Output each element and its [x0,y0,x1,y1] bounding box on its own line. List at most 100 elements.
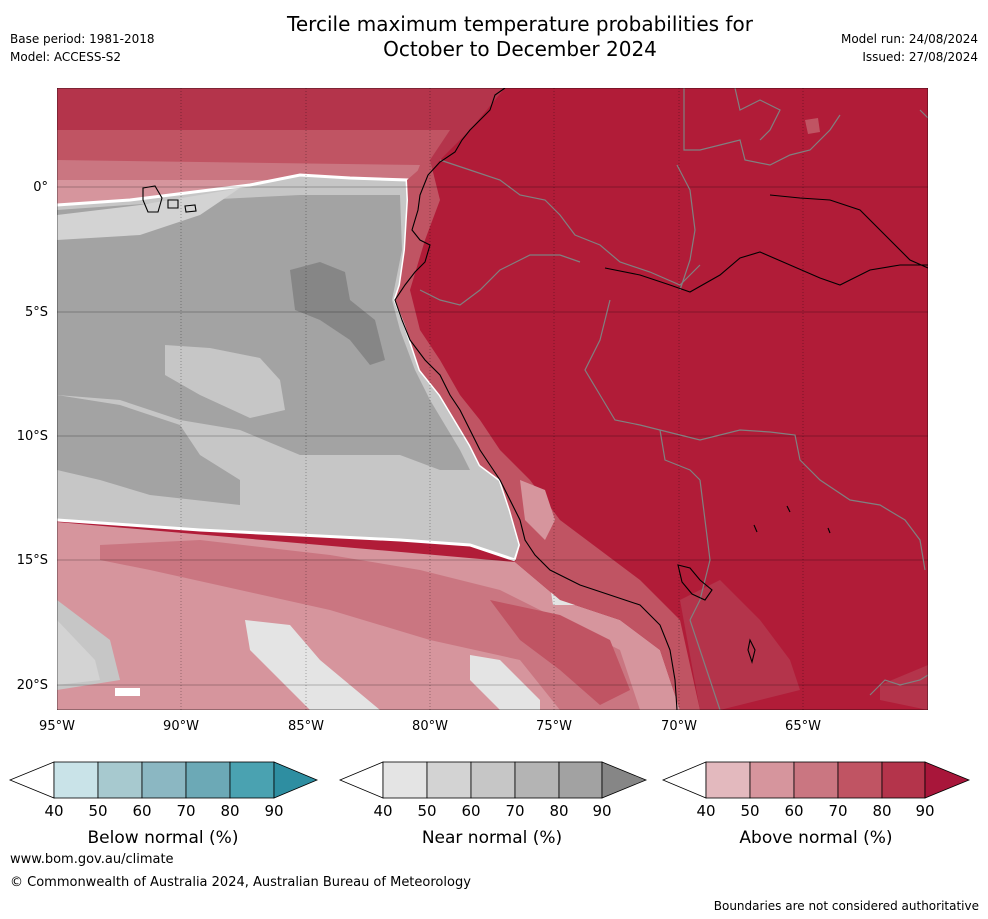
lon-label-80w: 80°W [412,719,448,734]
lat-label-5s: 5°S [25,305,48,320]
ocean-near-normal-light-patch [165,345,285,418]
site-url-text: www.bom.gov.au/climate [10,852,174,867]
national-borders [419,88,928,710]
legend-below-swatch-70-80 [185,761,231,799]
legend-below-tick-80: 80 [220,802,239,820]
legend-above-swatch-40-50 [705,761,751,799]
legend-below-tick-60: 60 [132,802,151,820]
issued-text: Issued: 27/08/2024 [862,50,978,64]
south-ocean-near-normal-west-inner [57,620,100,685]
legend-below-tick-90: 90 [264,802,283,820]
legend-below-swatch-50-60 [97,761,143,799]
legend-near-tick-70: 70 [505,802,524,820]
meta-right: Model run: 24/08/2024 Issued: 27/08/2024 [841,30,978,66]
meta-left: Base period: 1981-2018 Model: ACCESS-S2 [10,30,155,66]
legend-near-max-arrow [601,761,648,799]
galapagos-santa-cruz [167,199,179,209]
lat-label-10s: 10°S [17,429,48,444]
legend-near-swatch-80-90 [558,761,603,799]
legend-near-tick-90: 90 [592,802,611,820]
legend-above-tick-70: 70 [828,802,847,820]
legend-above-tick-40: 40 [696,802,715,820]
border-ecuador-peru [419,254,581,306]
lon-label-90w: 90°W [163,719,199,734]
legend-above-swatch-50-60 [749,761,795,799]
model-text: Model: ACCESS-S2 [10,50,122,64]
border-venezuela-brazil [683,88,841,166]
border-chile-bolivia [689,619,721,710]
legend-below-swatch-80-90 [229,761,275,799]
land-patch-north [805,118,820,134]
legend-below-normal: 40 50 60 70 80 90 Below normal (%) [8,761,319,848]
legend-near-title: Near normal (%) [422,828,562,848]
border-ecuador-colombia-peru [439,159,701,286]
legend-below-tick-70: 70 [176,802,195,820]
bolivia-lake-2 [786,505,791,513]
legend-near-tick-60: 60 [461,802,480,820]
ocean-near-normal-mid-south [57,395,240,505]
south-ocean-above-70 [490,600,630,705]
land-patch-southeast [880,665,928,710]
legend-below-tick-50: 50 [88,802,107,820]
lake-titicaca [677,564,713,601]
legend-below-title: Below normal (%) [88,828,239,848]
legend-above-swatch-60-70 [793,761,839,799]
base-period-text: Base period: 1981-2018 [10,32,155,46]
legend-below-swatch-40-50 [53,761,99,799]
galapagos-isabela [142,185,163,213]
legend-near-swatch-40-50 [382,761,428,799]
legend-near-min-arrow [338,761,384,799]
legend-above-normal: 40 50 60 70 80 90 Above normal (%) [661,761,971,848]
legend-near-tick-40: 40 [373,802,392,820]
legend-near-swatch-50-60 [426,761,472,799]
border-guyana [734,88,781,141]
coastlines [142,88,928,710]
south-ocean-above-60 [100,540,640,710]
pacific-coastline [394,88,678,710]
legend-above-tick-80: 80 [872,802,891,820]
legend-above-min-arrow [661,761,707,799]
legend-above-tick-90: 90 [915,802,934,820]
amazon-river [604,251,928,293]
lon-label-75w: 75°W [536,719,572,734]
legend-near-swatch-70-80 [514,761,560,799]
legend-near-tick-80: 80 [549,802,568,820]
title-line-2: October to December 2024 [383,37,657,61]
border-east-edge [919,109,928,119]
bolivia-lake-3 [827,527,831,534]
map-panel [57,88,928,710]
title-line-1: Tercile maximum temperature probabilitie… [287,12,753,36]
border-peru-brazil [584,299,701,481]
border-colombia-brazil [676,164,696,291]
south-ocean-near-normal-mid [245,620,380,710]
border-bolivia-brazil [659,429,926,571]
lake-poopo [747,638,756,664]
legend-above-max-arrow [924,761,971,799]
ocean-near-normal-north-edge [57,188,240,240]
lon-label-85w: 85°W [288,719,324,734]
south-ocean-near-normal-east [470,655,540,710]
copyright-text: © Commonwealth of Australia 2024, Austra… [10,875,471,890]
ocean-near-normal-dark [290,262,385,365]
legend-below-tick-40: 40 [44,802,63,820]
lat-label-15s: 15°S [17,553,48,568]
land-patch-altiplano [680,580,800,710]
lat-label-0: 0° [33,180,48,195]
lon-label-95w: 95°W [39,719,75,734]
legend-above-title: Above normal (%) [739,828,892,848]
amazon-river-east [769,194,928,269]
legend-near-tick-50: 50 [417,802,436,820]
border-peru-bolivia [689,479,711,621]
legend-below-min-arrow [8,761,55,799]
lat-label-20s: 20°S [17,678,48,693]
legend-near-swatch-60-70 [470,761,516,799]
border-paraguay [869,674,928,696]
legend-below-swatch-60-70 [141,761,187,799]
disclaimer-text: Boundaries are not considered authoritat… [713,899,979,913]
bolivia-lake-1 [753,524,758,533]
legend-near-normal: 40 50 60 70 80 90 Near normal (%) [338,761,648,848]
galapagos-san-cristobal [184,204,197,213]
ocean-near-normal-mid [57,195,470,470]
legend-above-swatch-70-80 [837,761,883,799]
coastal-above-50-patch [520,480,555,540]
